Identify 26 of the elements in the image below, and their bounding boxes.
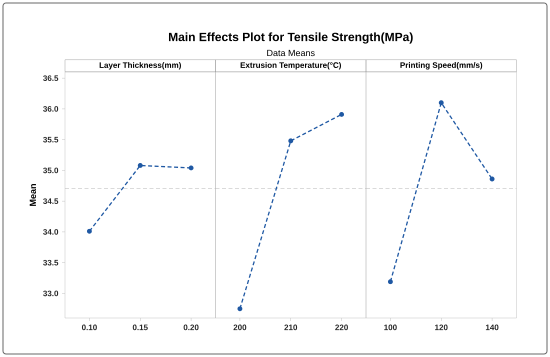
y-tick-label: 36.0	[43, 106, 58, 112]
chart-title: Extrusion Temperature(°C)	[240, 62, 341, 70]
chart-title: Layer Thickness(mm)	[100, 62, 181, 70]
y-tick-label: 35.5	[43, 136, 58, 142]
x-tick-label: 220	[335, 324, 348, 330]
x-tick-label: 100	[384, 324, 397, 330]
point	[138, 163, 143, 168]
text: Data Means	[267, 50, 315, 56]
x-tick-label: 0.15	[132, 324, 148, 330]
point	[188, 165, 194, 170]
y-tick-label: 36.5	[43, 75, 58, 81]
y-axis-title: Mean	[30, 184, 36, 206]
y-tick-label: 34.0	[43, 229, 58, 235]
x-tick-label: 120	[435, 324, 448, 330]
x-tick-label: 0.10	[82, 324, 97, 330]
y-tick-label: 33.5	[43, 260, 58, 266]
x-tick-label: 210	[284, 324, 298, 330]
y-tick-label: 35.0	[43, 168, 58, 174]
chart-title: Printing Speed(mm/s)	[400, 62, 482, 70]
point	[86, 228, 92, 234]
x-tick-label: 140	[486, 324, 498, 330]
x-tick-label: 200	[234, 324, 246, 330]
y-tick-label: 33.0	[43, 290, 58, 296]
y-tick-label: 34.5	[43, 198, 58, 204]
x-tick-label: 0.20	[184, 324, 199, 330]
text: Main Effects Plot for Tensile Strength(MPa)	[168, 32, 413, 44]
